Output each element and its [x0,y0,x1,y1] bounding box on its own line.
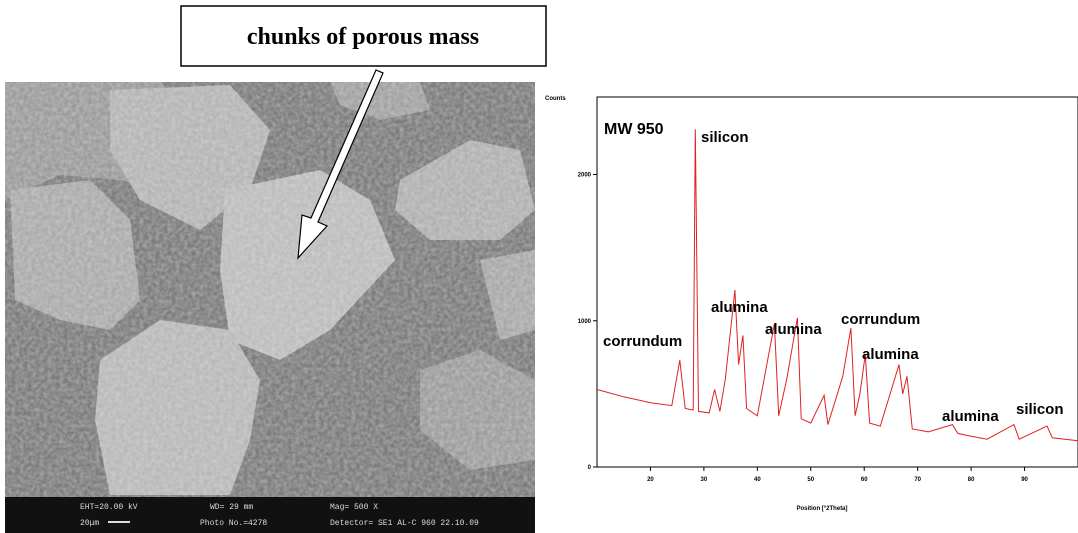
xrd-chart: Counts Position [°2Theta] MW 950 [545,96,1078,512]
peak-label: silicon [1016,401,1064,418]
peak-label: alumina [765,321,822,338]
peak-label: alumina [942,408,999,425]
sem-label: 20μm [80,519,99,528]
y-tick-label: 2000 [578,173,592,179]
figure: EHT=20.00 kV WD= 29 mm Mag= 500 X 20μm P… [0,0,1078,533]
plot-frame [597,97,1078,467]
sem-label: Mag= 500 X [330,503,378,512]
x-tick-label: 40 [754,477,761,483]
x-tick-label: 80 [968,477,975,483]
sem-label: Detector= SE1 AL-C 960 22.10.09 [330,519,479,528]
y-tick-label: 0 [588,465,592,471]
x-tick-label: 50 [807,477,814,483]
x-tick-label: 70 [914,477,921,483]
peak-label: silicon [701,129,749,146]
peak-label: alumina [862,346,919,363]
sem-image [5,82,535,533]
chart-title: MW 950 [604,121,664,138]
x-tick-label: 60 [861,477,868,483]
sem-label: EHT=20.00 kV [80,503,138,512]
x-tick-label: 30 [701,477,708,483]
peak-label: corrundum [841,311,920,328]
sem-label: Photo No.=4278 [200,519,267,528]
callout-text: chunks of porous mass [247,24,479,50]
sem-label: WD= 29 mm [210,503,253,512]
peak-label: alumina [711,299,768,316]
peak-label: corrundum [603,333,682,350]
y-tick-label: 1000 [578,319,592,325]
x-tick-label: 20 [647,477,654,483]
y-axis-label: Counts [545,96,566,102]
x-tick-label: 90 [1021,477,1028,483]
x-axis-label: Position [°2Theta] [796,506,847,512]
